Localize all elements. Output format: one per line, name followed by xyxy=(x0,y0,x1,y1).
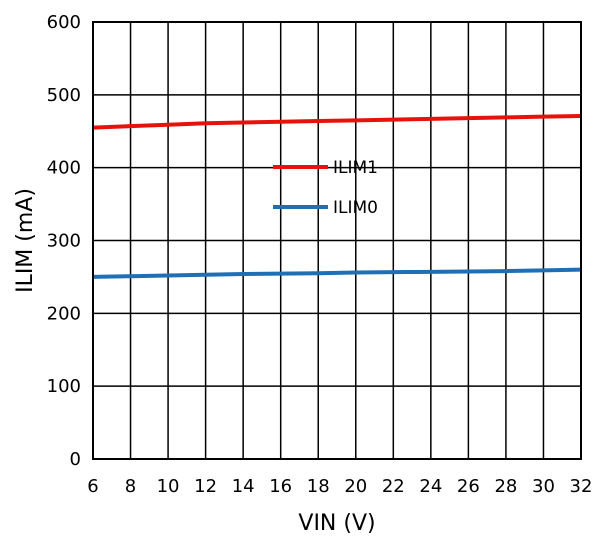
series-line-ilim0 xyxy=(92,267,582,279)
x-axis-tick-labels: 6 8 10 12 14 16 18 20 22 24 26 28 30 32 xyxy=(87,476,592,497)
y-tick-label: 300 xyxy=(47,231,81,252)
x-tick-label: 16 xyxy=(269,476,292,497)
x-tick-label: 14 xyxy=(232,476,255,497)
x-tick-label: 24 xyxy=(419,476,442,497)
y-tick-label: 500 xyxy=(47,85,81,106)
x-tick-label: 26 xyxy=(457,476,480,497)
x-tick-label: 10 xyxy=(157,476,180,497)
x-tick-label: 22 xyxy=(382,476,405,497)
x-tick-label: 18 xyxy=(307,476,330,497)
legend: ILIM1 ILIM0 xyxy=(273,158,378,218)
y-tick-label: 100 xyxy=(47,376,81,397)
x-tick-label: 28 xyxy=(494,476,517,497)
x-tick-label: 8 xyxy=(125,476,136,497)
x-tick-label: 20 xyxy=(344,476,367,497)
y-axis-tick-labels: 0 100 200 300 400 500 600 xyxy=(47,12,81,470)
legend-label-ilim1: ILIM1 xyxy=(333,158,378,178)
x-tick-label: 32 xyxy=(570,476,593,497)
y-axis-label: ILIM (mA) xyxy=(13,188,38,293)
grid-lines xyxy=(92,21,582,460)
x-axis-label: VIN (V) xyxy=(298,511,375,536)
series-lines xyxy=(92,113,582,279)
plot-area-border xyxy=(92,21,582,460)
x-tick-label: 12 xyxy=(194,476,217,497)
y-tick-label: 0 xyxy=(70,449,81,470)
legend-label-ilim0: ILIM0 xyxy=(333,198,378,218)
series-line-ilim1 xyxy=(92,113,582,130)
x-tick-label: 30 xyxy=(532,476,555,497)
x-tick-label: 6 xyxy=(87,476,98,497)
y-tick-label: 600 xyxy=(47,12,81,33)
y-tick-label: 400 xyxy=(47,158,81,179)
y-tick-label: 200 xyxy=(47,303,81,324)
